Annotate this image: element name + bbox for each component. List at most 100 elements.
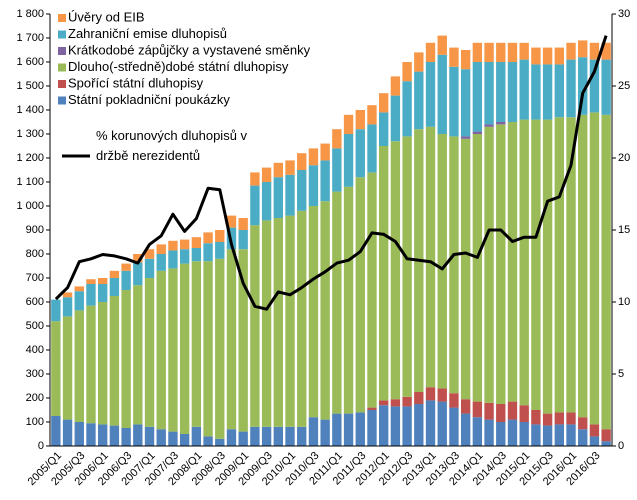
bar-segment — [343, 413, 354, 446]
bar-segment — [308, 148, 319, 166]
bar-segment — [449, 393, 459, 408]
bar-segment — [273, 426, 283, 446]
bar-segment — [74, 310, 84, 422]
bar-segment — [273, 177, 283, 218]
bar-segment — [168, 240, 178, 251]
bar-segment — [460, 69, 471, 137]
bar-segment — [484, 42, 494, 62]
bar-segment — [484, 124, 494, 127]
bar-segment — [332, 148, 342, 192]
bar-segment — [379, 112, 389, 146]
bar-segment — [531, 119, 541, 410]
y-tick-label: 1 400 — [16, 104, 44, 116]
bar-segment — [308, 165, 319, 206]
bar-segment — [203, 243, 213, 262]
bar-segment — [51, 299, 61, 322]
bar-segment — [238, 431, 248, 446]
y-tick-label: 1 800 — [16, 8, 44, 20]
bar-segment — [589, 424, 600, 437]
bar-segment — [51, 321, 61, 416]
legend-swatch — [58, 80, 66, 88]
bar-segment — [414, 71, 424, 130]
bar-segment — [168, 431, 178, 446]
bar-segment — [460, 136, 471, 139]
y2-tick-label: 5 — [618, 368, 624, 380]
bar-segment — [226, 429, 237, 446]
bar-segment — [332, 413, 342, 446]
bar-segment — [484, 62, 494, 125]
y-tick-label: 1 100 — [16, 176, 44, 188]
bar-segment — [179, 263, 190, 434]
bar-segment — [203, 232, 213, 244]
bar-segment — [343, 114, 354, 134]
bar-segment — [261, 182, 272, 221]
legend-label: Státní pokladniční poukázky — [68, 92, 230, 107]
bar-segment — [566, 59, 576, 118]
y2-tick-label: 0 — [618, 440, 624, 452]
bar-segment — [566, 424, 576, 446]
bar-segment — [507, 62, 518, 122]
bar-segment — [437, 54, 447, 134]
bar-segment — [519, 119, 529, 406]
bar-segment — [156, 270, 166, 430]
bar-segment — [402, 136, 412, 397]
bar-segment — [320, 419, 330, 446]
bar-segment — [238, 218, 248, 230]
bar-segment — [355, 110, 365, 130]
bar-segment — [215, 258, 225, 439]
bar-segment — [425, 400, 436, 446]
bar-segment — [496, 62, 506, 122]
line-legend-label: % korunových dluhopisů v držbě nereziden… — [96, 128, 248, 163]
bar-segment — [566, 117, 576, 413]
y2-tick-label: 10 — [618, 296, 630, 308]
bar-segment — [531, 424, 541, 446]
bar-segment — [191, 237, 202, 248]
bar-segment — [402, 62, 412, 82]
bar-segment — [74, 291, 84, 311]
y2-tick-label: 25 — [618, 80, 630, 92]
bar-segment — [179, 434, 190, 446]
bar-segment — [589, 112, 600, 425]
bar-segment — [297, 426, 307, 446]
bar-segment — [484, 126, 494, 403]
y-tick-label: 0 — [38, 440, 44, 452]
bar-segment — [437, 134, 447, 389]
bar-segment — [390, 406, 401, 446]
y-tick-label: 700 — [26, 272, 44, 284]
bar-segment — [191, 426, 202, 446]
bar-segment — [355, 177, 365, 413]
bar-segment — [460, 50, 471, 70]
bar-segment — [379, 405, 389, 446]
bar-segment — [285, 174, 295, 216]
y-tick-label: 1 300 — [16, 128, 44, 140]
bar-segment — [531, 64, 541, 120]
bar-segment — [542, 119, 553, 414]
bar-segment — [215, 438, 225, 446]
legend-swatch — [58, 63, 66, 72]
y-tick-label: 1 200 — [16, 152, 44, 164]
bar-segment — [144, 278, 155, 427]
bar-segment — [133, 424, 143, 446]
y-tick-label: 1 700 — [16, 32, 44, 44]
legend-swatch — [58, 14, 66, 22]
bar-segment — [367, 172, 377, 408]
bar-segment — [472, 42, 483, 62]
bar-segment — [320, 201, 330, 420]
legend-swatch — [58, 30, 66, 39]
bar-segment — [109, 270, 120, 278]
bar-segment — [542, 64, 553, 120]
bar-segment — [484, 402, 494, 420]
y-tick-label: 600 — [26, 296, 44, 308]
bar-segment — [74, 286, 84, 292]
legend-label: Spořící státní dluhopisy — [68, 75, 204, 90]
bar-segment — [179, 249, 190, 264]
bar-segment — [589, 59, 600, 113]
bar-segment — [460, 399, 471, 414]
bar-segment — [542, 47, 553, 65]
bar-segment — [355, 129, 365, 178]
bar-segment — [98, 284, 108, 302]
bar-segment — [238, 230, 248, 250]
bar-segment — [144, 249, 155, 259]
bar-segment — [507, 42, 518, 62]
bar-segment — [191, 261, 202, 427]
